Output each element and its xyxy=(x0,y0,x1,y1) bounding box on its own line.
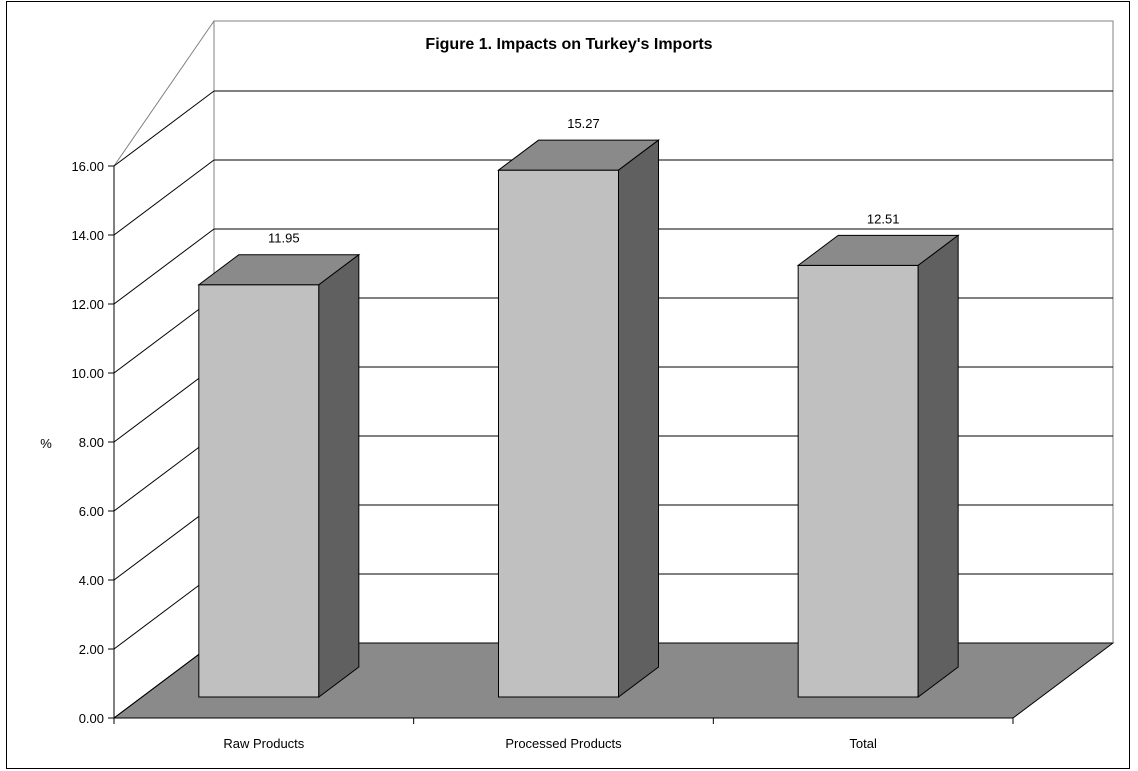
y-tick-label: 0.00 xyxy=(79,711,104,726)
x-category-label: Raw Products xyxy=(223,736,304,751)
side-gridline xyxy=(113,642,215,719)
bar-front xyxy=(797,264,919,698)
bar-side xyxy=(917,234,959,698)
x-category-label: Processed Products xyxy=(505,736,622,751)
side-gridline xyxy=(113,228,215,305)
side-gridline xyxy=(113,90,215,167)
side-gridline xyxy=(113,366,215,443)
bar-side xyxy=(318,253,360,698)
bar-side xyxy=(618,139,659,698)
y-tick-label: 8.00 xyxy=(79,435,104,450)
y-tick-label: 14.00 xyxy=(71,228,104,243)
bar-front xyxy=(498,169,619,698)
side-wall-top xyxy=(113,20,215,167)
side-gridline xyxy=(113,435,215,512)
y-tick-label: 16.00 xyxy=(71,159,104,174)
side-gridline xyxy=(113,297,215,374)
side-gridline xyxy=(113,573,215,650)
bar-value-label: 15.27 xyxy=(567,116,600,131)
bar-front xyxy=(198,284,320,698)
y-tick-label: 2.00 xyxy=(79,642,104,657)
y-tick-label: 6.00 xyxy=(79,504,104,519)
y-tick-label: 10.00 xyxy=(71,366,104,381)
y-tick-label: 12.00 xyxy=(71,297,104,312)
side-gridline xyxy=(113,504,215,581)
chart-title: Figure 1. Impacts on Turkey's Imports xyxy=(425,36,713,53)
bar-value-label: 11.95 xyxy=(268,231,300,246)
side-gridline xyxy=(113,159,215,236)
bar-value-label: 12.51 xyxy=(867,211,900,226)
y-axis-label: % xyxy=(40,436,52,451)
x-category-label: Total xyxy=(849,736,877,751)
y-tick-label: 4.00 xyxy=(79,573,104,588)
